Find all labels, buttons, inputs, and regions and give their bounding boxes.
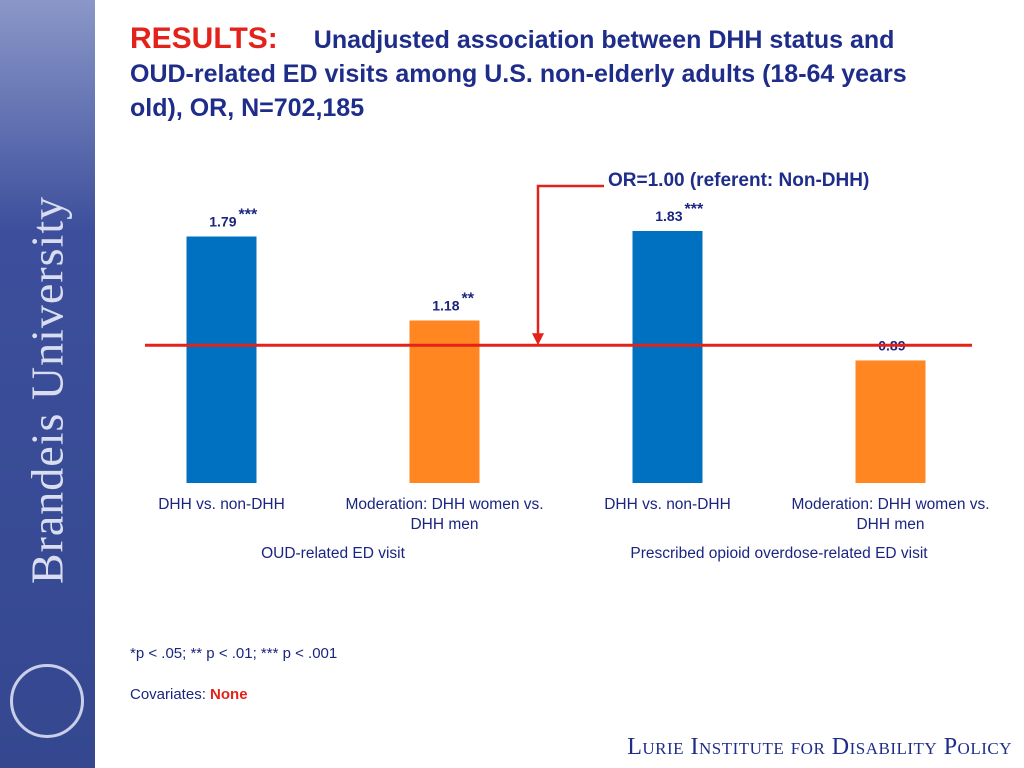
title-label: RESULTS:: [130, 22, 278, 55]
category-label: Moderation: DHH women vs. DHH men: [345, 496, 544, 533]
annotation-connector: [536, 184, 604, 336]
title-text: Unadjusted association between DHH statu…: [130, 26, 907, 122]
category-label: DHH vs. non-DHH: [604, 496, 731, 513]
covariates-label: Covariates:: [130, 686, 206, 703]
bar: [186, 236, 257, 483]
covariates-value: None: [210, 686, 248, 703]
footer: Lurie Institute for Disability Policy: [627, 734, 1012, 760]
group-label: Prescribed opioid overdose-related ED vi…: [630, 545, 928, 562]
bar: [855, 360, 926, 483]
significance: ***: [685, 201, 704, 218]
footnote: *p < .05; ** p < .01; *** p < .001: [130, 645, 338, 662]
seal: [10, 664, 84, 738]
reference-label: OR=1.00 (referent: Non-DHH): [608, 170, 869, 191]
covariates: Covariates: None: [130, 686, 248, 703]
value-label: 1.18: [432, 298, 459, 314]
annotation-arrow: [532, 333, 544, 346]
category-label: Moderation: DHH women vs. DHH men: [791, 496, 990, 533]
sidebar: Brandeis University: [0, 0, 95, 768]
group-label: OUD-related ED visit: [261, 545, 405, 562]
bar: [409, 320, 480, 483]
significance: **: [462, 291, 475, 308]
significance: ***: [239, 207, 258, 224]
value-label: 1.83: [655, 208, 682, 224]
bar: [632, 231, 703, 483]
title: RESULTS: Unadjusted association between D…: [130, 22, 960, 125]
value-label: 1.79: [209, 214, 236, 230]
category-label: DHH vs. non-DHH: [158, 496, 285, 513]
